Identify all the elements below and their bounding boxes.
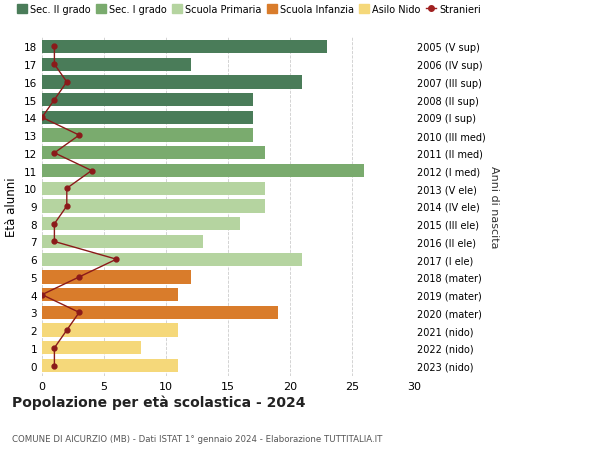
Bar [42, 182, 265, 196]
Bar [42, 271, 191, 284]
Bar [42, 359, 178, 372]
Text: COMUNE DI AICURZIO (MB) - Dati ISTAT 1° gennaio 2024 - Elaborazione TUTTITALIA.I: COMUNE DI AICURZIO (MB) - Dati ISTAT 1° … [12, 434, 382, 442]
Bar [42, 58, 191, 72]
Bar [42, 306, 278, 319]
Bar [42, 235, 203, 249]
Bar [42, 164, 364, 178]
Bar [42, 129, 253, 142]
Bar [42, 112, 253, 125]
Bar [42, 288, 178, 302]
Bar [42, 218, 241, 231]
Text: Popolazione per età scolastica - 2024: Popolazione per età scolastica - 2024 [12, 395, 305, 409]
Y-axis label: Anni di nascita: Anni di nascita [490, 165, 499, 248]
Legend: Sec. II grado, Sec. I grado, Scuola Primaria, Scuola Infanzia, Asilo Nido, Stran: Sec. II grado, Sec. I grado, Scuola Prim… [17, 5, 481, 15]
Bar [42, 147, 265, 160]
Bar [42, 200, 265, 213]
Bar [42, 341, 141, 355]
Bar [42, 94, 253, 107]
Bar [42, 76, 302, 90]
Bar [42, 324, 178, 337]
Bar [42, 253, 302, 266]
Y-axis label: Età alunni: Età alunni [5, 177, 19, 236]
Bar [42, 41, 327, 54]
